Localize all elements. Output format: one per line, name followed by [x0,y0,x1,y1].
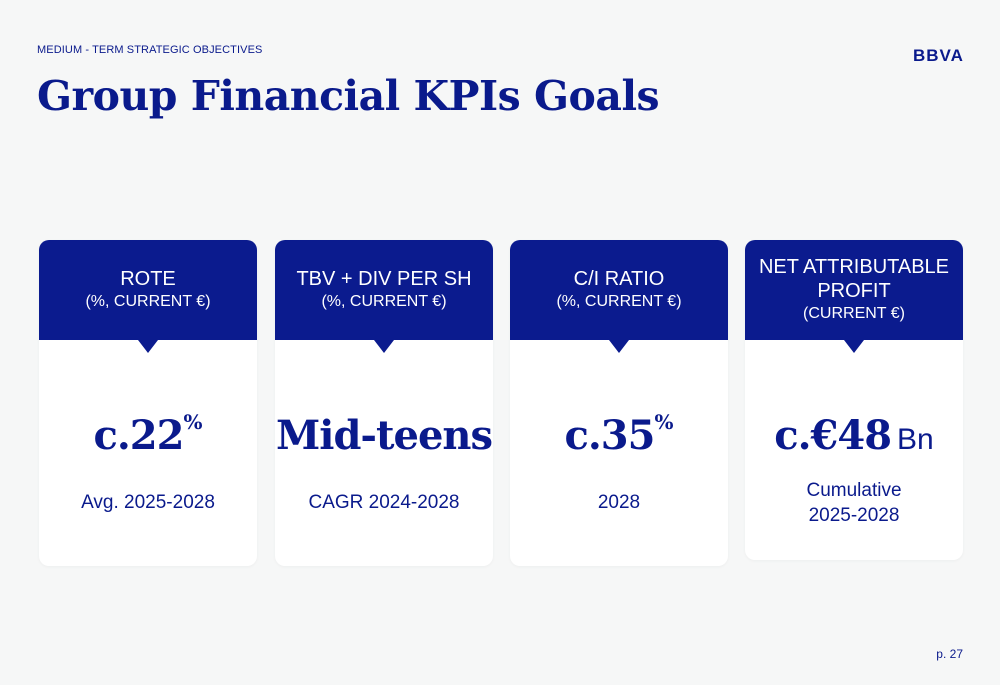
kpi-card-body: c.35% 2028 [510,340,728,566]
kpi-title-line2: PROFIT [817,280,891,302]
kpi-value-number: c.35 [564,412,656,459]
kpi-card-ci-ratio: C/I RATIO (%, CURRENT €) c.35% 2028 [510,240,728,566]
kpi-value-unit: Bn [897,423,934,456]
kpi-title: ROTE [120,268,176,290]
kpi-note: 2028 [510,490,728,515]
kpi-title: C/I RATIO [573,268,665,290]
kpi-note-line: Avg. 2025-2028 [81,492,215,513]
kpi-subtitle: (%, CURRENT €) [321,293,447,310]
kpi-card-header: TBV + DIV PER SH (%, CURRENT €) [275,240,493,353]
kpi-note-line-2: 2025-2028 [808,505,900,526]
kpi-subtitle: (%, CURRENT €) [556,293,682,310]
kpi-value-number: Mid-teens [275,412,493,459]
kpi-card-header: ROTE (%, CURRENT €) [39,240,257,353]
page-number: p. 27 [936,647,963,661]
kpi-card-tbv-div: TBV + DIV PER SH (%, CURRENT €) Mid-teen… [275,240,493,566]
kpi-note-line: 2028 [597,492,641,513]
kpi-value: c.35% [510,410,728,459]
kpi-subtitle: (%, CURRENT €) [85,293,211,310]
kpi-note: CAGR 2024-2028 [275,490,493,515]
kpi-title: NET ATTRIBUTABLE [758,256,950,278]
kpi-value: c.€48 Bn [745,412,963,459]
kpi-value-percent: % [183,410,203,434]
kpi-value: c.22% [39,410,257,459]
bbva-logo: BBVA [913,46,964,65]
kpi-value-number: c.22 [93,412,185,459]
kpi-card-rote: ROTE (%, CURRENT €) c.22% Avg. 2025-2028 [39,240,257,566]
kpi-value-percent: % [654,410,674,434]
kpi-subtitle: (CURRENT €) [803,305,905,322]
kpi-card-body: Mid-teens CAGR 2024-2028 [275,340,493,566]
kpi-title: TBV + DIV PER SH [296,268,472,290]
kpi-value-number: c.€48 [774,412,892,459]
page-title: Group Financial KPIs Goals [37,72,660,120]
kpi-card-body: c.€48 Bn Cumulative 2025-2028 [745,340,963,560]
kpi-note: Avg. 2025-2028 [39,490,257,515]
eyebrow-label: MEDIUM - TERM STRATEGIC OBJECTIVES [37,44,263,56]
kpi-card-header: C/I RATIO (%, CURRENT €) [510,240,728,353]
kpi-card-header: NET ATTRIBUTABLE PROFIT (CURRENT €) [745,240,963,353]
kpi-note-line: Cumulative [806,480,902,501]
kpi-note-line: CAGR 2024-2028 [308,492,460,513]
kpi-value: Mid-teens [275,412,493,459]
kpi-card-net-profit: NET ATTRIBUTABLE PROFIT (CURRENT €) c.€4… [745,240,963,560]
kpi-card-body: c.22% Avg. 2025-2028 [39,340,257,566]
kpi-note: Cumulative 2025-2028 [745,478,963,528]
